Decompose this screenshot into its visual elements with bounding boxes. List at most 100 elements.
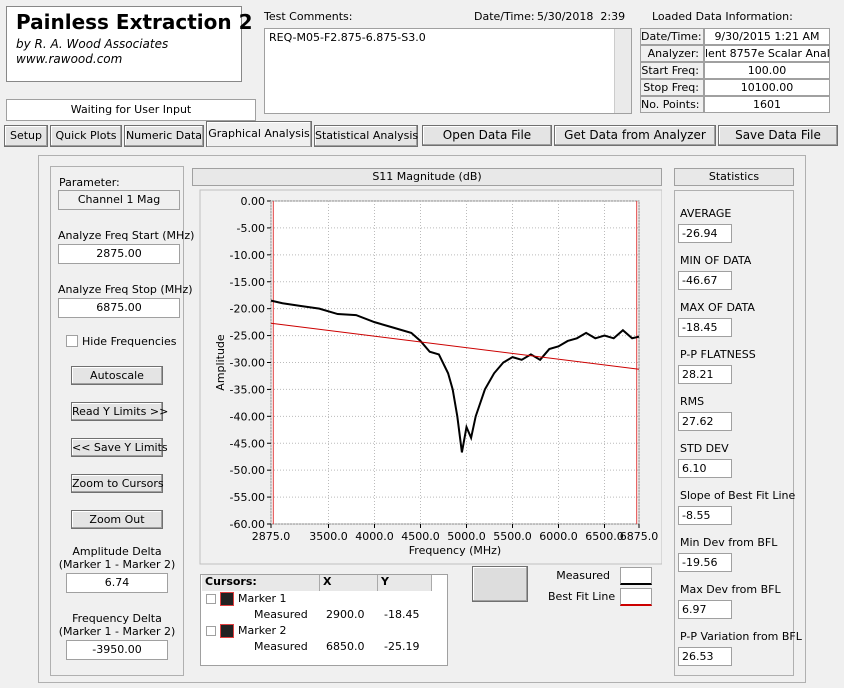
y-tick-label: -55.00 (230, 491, 265, 504)
stat-value: -26.94 (678, 224, 732, 243)
marker-x: 2900.0 (326, 608, 365, 621)
button[interactable]: Read Y Limits >> (71, 402, 168, 421)
amp-delta: 6.74 (66, 573, 168, 593)
x-tick-label: 4500.0 (401, 530, 440, 543)
stat-value: -18.45 (678, 318, 732, 337)
x-axis-label: Frequency (MHz) (409, 544, 501, 557)
loaded-label: Start Freq: (640, 62, 704, 79)
stat-value: 6.10 (678, 459, 732, 478)
cursor-header: Cursors: (202, 575, 320, 591)
cursor-move-control[interactable] (472, 566, 528, 602)
x-tick-label: 4000.0 (355, 530, 394, 543)
tab[interactable]: Setup (4, 125, 48, 147)
marker-name: Marker 2 (238, 624, 287, 637)
expand-icon[interactable] (206, 626, 216, 636)
app-title: Painless Extraction 2 (16, 10, 253, 34)
datetime-value: 5/30/2018 2:39 (537, 10, 626, 23)
stat-value: -8.55 (678, 506, 732, 525)
tab[interactable]: Numeric Data (124, 125, 204, 147)
marker-y: -18.45 (384, 608, 420, 621)
cursor-header: X (320, 575, 378, 591)
marker-sub: Measured (254, 608, 308, 621)
label: Amplitude Delta (72, 545, 162, 558)
button[interactable]: << Save Y Limits (71, 438, 168, 457)
button[interactable]: Zoom Out (71, 510, 163, 529)
x-tick-label: 6000.0 (539, 530, 578, 543)
left-panel (50, 166, 184, 676)
freq-start[interactable]: 2875.00 (58, 244, 180, 264)
plot: 0.00 -5.00 -10.00 -15.00 -20.00 -25.00 -30.00 -… (199, 189, 662, 565)
freq-stop[interactable]: 6875.00 (58, 298, 180, 318)
legend-label: Best Fit Line (548, 590, 616, 603)
datetime-label: Date/Time: (474, 10, 535, 23)
stat-value: 26.53 (678, 647, 732, 666)
x-tick-label: 2875.0 (252, 530, 291, 543)
button[interactable]: Autoscale (71, 366, 163, 385)
label: (Marker 1 - Marker 2) (58, 558, 176, 571)
stats-panel (674, 190, 794, 676)
marker-y: -25.19 (384, 640, 420, 653)
marker-icon (220, 592, 234, 606)
stat-value: 6.97 (678, 600, 732, 619)
freq-delta: -3950.00 (66, 640, 168, 660)
loaded-value: 100.00 (704, 62, 830, 79)
marker-sub: Measured (254, 640, 308, 653)
loaded-value: 10100.00 (704, 79, 830, 96)
legend-swatch (620, 567, 652, 585)
status-field: Waiting for User Input (6, 99, 256, 121)
button[interactable]: Zoom to Cursors (71, 474, 164, 493)
parameter-select[interactable]: Channel 1 Mag (58, 190, 180, 210)
button[interactable]: Save Data File (718, 125, 838, 146)
stat-label: STD DEV (680, 442, 729, 455)
y-tick-label: -50.00 (230, 464, 265, 477)
app-website: www.rawood.com (16, 52, 123, 66)
stat-value: 27.62 (678, 412, 732, 431)
label: Frequency Delta (72, 612, 162, 625)
y-tick-label: 0.00 (241, 195, 266, 208)
stat-value: -19.56 (678, 553, 732, 572)
y-tick-label: -60.00 (230, 518, 265, 531)
y-tick-label: -25.00 (230, 330, 265, 343)
loaded-label: No. Points: (640, 96, 704, 113)
label: (Marker 1 - Marker 2) (58, 625, 176, 638)
y-tick-label: -45.00 (230, 437, 265, 450)
tab[interactable]: Graphical Analysis (206, 121, 312, 147)
button[interactable]: Get Data from Analyzer (554, 125, 716, 146)
loaded-value: 9/30/2015 1:21 AM (704, 28, 830, 45)
comments-text[interactable]: REQ-M05-F2.875-6.875-S3.0 (264, 28, 632, 114)
main-panel (38, 155, 806, 683)
loaded-title: Loaded Data Information: (652, 10, 793, 23)
y-tick-label: -5.00 (237, 222, 265, 235)
marker-icon (220, 624, 234, 638)
x-tick-label: 6875.0 (620, 530, 659, 543)
button[interactable]: Open Data File (422, 125, 552, 146)
y-tick-label: -20.00 (230, 303, 265, 316)
tab[interactable]: Statistical Analysis (314, 125, 418, 147)
stat-label: Max Dev from BFL (680, 583, 781, 596)
y-tick-label: -30.00 (230, 357, 265, 370)
y-tick-label: -35.00 (230, 383, 265, 396)
stat-label: RMS (680, 395, 705, 408)
stat-label: AVERAGE (680, 207, 732, 220)
comments-label: Test Comments: (264, 10, 353, 23)
tab[interactable]: Quick Plots (50, 125, 122, 147)
expand-icon[interactable] (206, 594, 216, 604)
stat-label: MAX OF DATA (680, 301, 755, 314)
loaded-label: Stop Freq: (640, 79, 704, 96)
loaded-value: lent 8757e Scalar Analyz (704, 45, 830, 62)
legend-label: Measured (556, 569, 610, 582)
loaded-value: 1601 (704, 96, 830, 113)
stats-title: Statistics (674, 168, 794, 186)
cursor-header: Y (378, 575, 432, 591)
stat-label: P-P Variation from BFL (680, 630, 802, 643)
x-tick-label: 3500.0 (309, 530, 348, 543)
stat-label: MIN OF DATA (680, 254, 752, 267)
x-tick-label: 5000.0 (447, 530, 486, 543)
logo-box (6, 6, 242, 82)
stat-value: 28.21 (678, 365, 732, 384)
checkbox[interactable] (66, 335, 78, 347)
label: Analyze Freq Stop (MHz) (58, 283, 193, 296)
x-tick-label: 5500.0 (493, 530, 532, 543)
stat-label: Slope of Best Fit Line (680, 489, 796, 502)
